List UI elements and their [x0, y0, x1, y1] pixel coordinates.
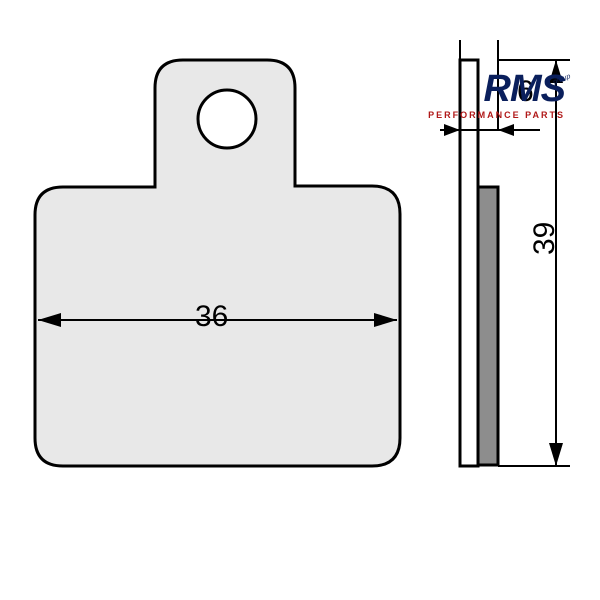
width-dim-label: 36 [195, 300, 228, 334]
brand-sub-text: PERFORMANCE PARTS [428, 110, 565, 120]
diagram-canvas: 36 6 39 RMS group PERFORMANCE PARTS [0, 0, 600, 600]
height-dimension [498, 60, 570, 466]
friction-material [478, 187, 498, 465]
brand-logo: RMS group PERFORMANCE PARTS [428, 70, 565, 120]
backing-plate [460, 60, 478, 466]
height-dim-label: 39 [528, 222, 562, 255]
brand-main-text: RMS [484, 68, 565, 110]
